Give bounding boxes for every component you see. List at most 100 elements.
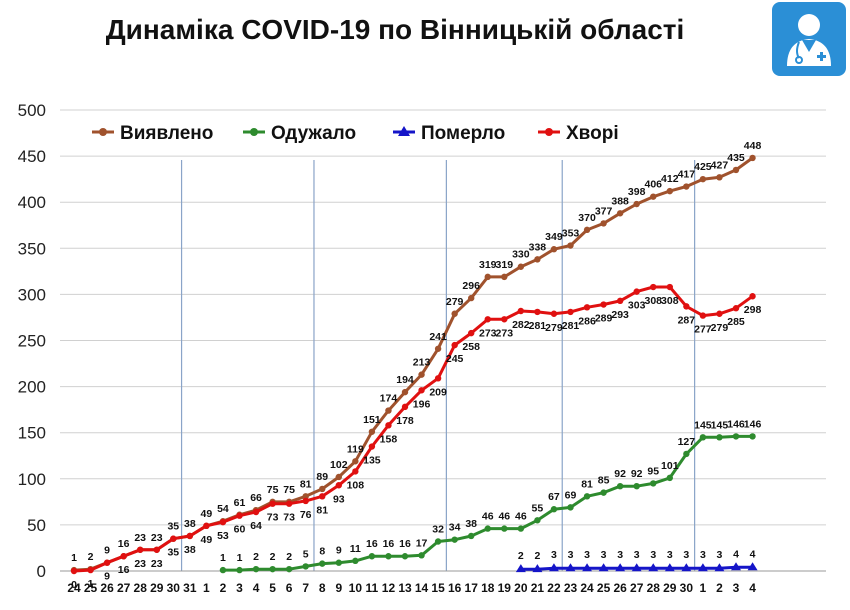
x-tick-label: 1	[203, 581, 210, 595]
series-marker	[699, 434, 707, 441]
legend: Виявлено Одужало Померло Хворі	[92, 123, 619, 144]
data-label: 54	[217, 503, 229, 515]
x-tick-label: 24	[580, 581, 594, 595]
data-label: 5	[303, 548, 309, 560]
data-label: 75	[283, 484, 295, 496]
series-marker	[699, 312, 707, 319]
data-label: 11	[350, 543, 361, 555]
series-marker	[749, 433, 756, 440]
series-marker	[716, 310, 723, 317]
series-marker	[532, 564, 543, 573]
data-label: 289	[595, 313, 613, 325]
series-marker	[517, 525, 525, 532]
series-marker	[302, 497, 309, 505]
series-marker	[633, 482, 640, 490]
series-marker	[616, 297, 624, 305]
data-label: 16	[399, 538, 411, 550]
series-marker	[567, 504, 574, 511]
data-label: 23	[151, 532, 163, 544]
data-label: 73	[267, 512, 279, 524]
series-marker	[616, 210, 624, 217]
data-label: 3	[683, 549, 689, 561]
data-label: 66	[250, 492, 262, 504]
data-label: 3	[717, 549, 723, 561]
data-label: 241	[429, 331, 447, 343]
series-marker	[236, 512, 243, 519]
x-tick-label: 28	[647, 581, 661, 595]
data-label: 23	[134, 558, 146, 570]
data-label: 89	[316, 471, 328, 483]
series-marker	[582, 563, 593, 572]
data-label: 3	[601, 549, 607, 561]
data-label: 53	[217, 530, 229, 542]
y-tick-label: 100	[18, 470, 46, 489]
data-label: 281	[562, 320, 580, 332]
data-label: 17	[416, 537, 428, 549]
legend-item: Померло	[393, 123, 505, 144]
series-marker	[648, 563, 659, 572]
data-label: 293	[611, 309, 629, 321]
series-marker	[749, 154, 756, 162]
data-label: 108	[347, 479, 365, 491]
data-label: 0	[71, 579, 77, 591]
legend-item: Одужало	[243, 123, 356, 144]
series-lines	[70, 154, 758, 575]
series-marker	[600, 489, 607, 496]
series-marker	[335, 473, 342, 481]
series-marker	[534, 256, 541, 263]
series-marker	[598, 563, 609, 572]
data-label: 16	[118, 564, 130, 576]
x-tick-label: 26	[613, 581, 627, 595]
series-marker	[451, 536, 458, 543]
series-marker	[616, 482, 624, 490]
series-marker	[103, 559, 111, 566]
y-tick-label: 400	[18, 193, 46, 212]
data-label: 9	[104, 545, 110, 557]
series-marker	[515, 564, 526, 573]
x-tick-label: 3	[733, 581, 740, 595]
series-marker	[137, 546, 144, 553]
x-tick-label: 8	[319, 581, 326, 595]
data-label: 151	[363, 414, 381, 426]
data-label: 85	[598, 475, 610, 487]
x-tick-label: 7	[302, 581, 309, 595]
data-label: 9	[336, 545, 342, 557]
y-tick-label: 500	[18, 101, 46, 120]
series-marker	[633, 288, 640, 295]
data-label: 425	[694, 161, 712, 173]
series-marker	[319, 493, 326, 500]
series-marker	[484, 273, 491, 281]
data-label: 338	[529, 241, 547, 253]
data-label: 398	[628, 186, 646, 198]
data-label: 370	[578, 212, 596, 224]
x-tick-label: 23	[564, 581, 578, 595]
data-label: 308	[644, 295, 662, 307]
series-marker	[583, 493, 591, 500]
data-label: 287	[678, 314, 696, 326]
data-label: 38	[184, 544, 196, 556]
series-marker	[219, 566, 227, 574]
data-label: 412	[661, 173, 679, 185]
data-label: 174	[380, 393, 398, 405]
data-label: 49	[201, 534, 213, 546]
x-tick-label: 5	[269, 581, 276, 595]
data-label: 435	[727, 152, 745, 164]
series-marker	[319, 560, 326, 567]
x-tick-label: 31	[183, 581, 197, 595]
legend-label: Померло	[421, 123, 505, 144]
data-label: 279	[711, 322, 729, 334]
series-marker	[666, 283, 673, 291]
x-tick-label: 25	[597, 581, 611, 595]
y-tick-label: 150	[18, 424, 46, 443]
x-tick-label: 25	[84, 581, 98, 595]
x-tick-label: 20	[514, 581, 528, 595]
data-label: 23	[134, 532, 146, 544]
series-marker	[716, 434, 723, 441]
series-marker	[732, 166, 740, 174]
series-marker	[434, 345, 442, 352]
data-label: 319	[496, 259, 514, 271]
series-marker	[335, 559, 342, 566]
data-label: 245	[446, 353, 464, 365]
data-label: 73	[283, 512, 295, 524]
